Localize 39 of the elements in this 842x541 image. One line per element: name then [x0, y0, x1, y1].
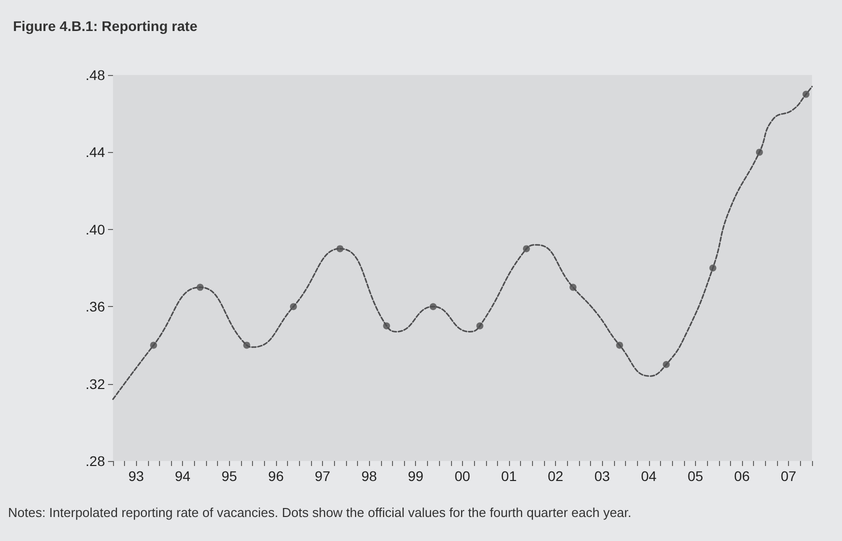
- chart-title: Figure 4.B.1: Reporting rate: [13, 18, 198, 34]
- y-tick-label: .32: [86, 376, 106, 392]
- x-tick-label: 99: [408, 468, 424, 484]
- x-tick-label: 06: [734, 468, 750, 484]
- point: [662, 361, 670, 368]
- x-tick-label: 01: [501, 468, 517, 484]
- point: [709, 264, 716, 272]
- x-tick-label: 97: [314, 468, 331, 484]
- x-tick-label: 04: [641, 468, 657, 484]
- x-tick-label: 95: [221, 468, 238, 484]
- x-tick-label: 03: [594, 468, 610, 484]
- line-series: [112, 86, 813, 400]
- x-tick-label: 00: [454, 468, 470, 484]
- y-tick-label: .36: [86, 298, 106, 315]
- point: [756, 148, 763, 156]
- text: Notes: Interpolated reporting rate of vacancies. Dots show the official values for the fourth quarter each year.: [8, 505, 632, 520]
- point: [336, 245, 344, 252]
- point: [383, 322, 390, 330]
- x-tick-label: 98: [361, 468, 378, 484]
- x-tick-label: 96: [268, 468, 284, 484]
- point: [290, 303, 297, 310]
- point: [522, 245, 530, 252]
- point: [802, 90, 810, 98]
- x-tick-label: 05: [688, 468, 704, 484]
- point: [150, 342, 158, 349]
- point: [243, 342, 250, 349]
- x-tick-label: 07: [780, 468, 797, 484]
- point: [430, 303, 437, 310]
- x-tick-label: 94: [174, 468, 191, 484]
- point: [476, 322, 484, 330]
- y-tick-label: .48: [86, 67, 106, 83]
- point: [616, 342, 624, 349]
- y-tick-label: .44: [86, 144, 106, 160]
- x-tick-label: 02: [548, 468, 564, 484]
- point: [196, 284, 204, 291]
- point: [570, 284, 577, 291]
- y-tick-label: .40: [86, 221, 106, 238]
- y-tick-label: .28: [86, 453, 106, 469]
- x-tick-label: 93: [128, 468, 144, 484]
